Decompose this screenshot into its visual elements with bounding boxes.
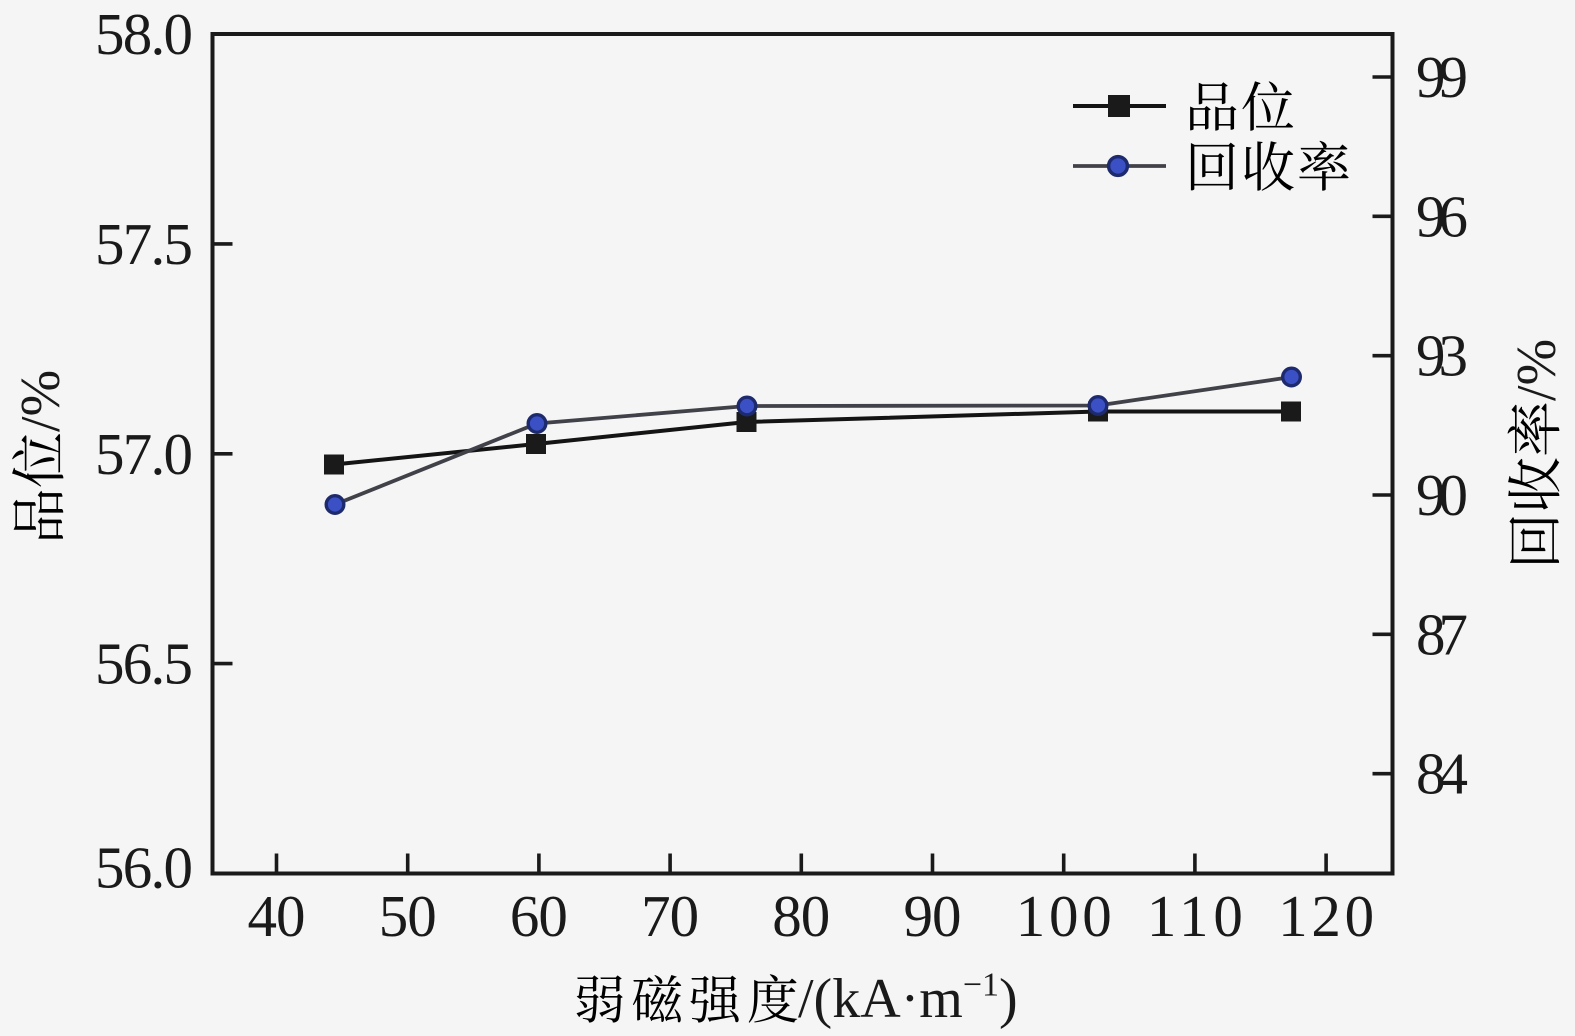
svg-text:57.5: 57.5 xyxy=(95,211,193,277)
svg-text:93: 93 xyxy=(1416,323,1468,389)
svg-text:57.0: 57.0 xyxy=(95,421,193,487)
svg-text:110: 110 xyxy=(1147,883,1243,949)
svg-text:/(kA·m−1): /(kA·m−1) xyxy=(798,967,1018,1031)
svg-text:100: 100 xyxy=(1016,883,1112,949)
svg-text:90: 90 xyxy=(904,883,962,949)
svg-text:40: 40 xyxy=(248,883,306,949)
svg-text:90: 90 xyxy=(1416,462,1468,528)
svg-text:/%: /% xyxy=(10,370,72,432)
svg-text:87: 87 xyxy=(1416,601,1468,667)
svg-text:120: 120 xyxy=(1278,883,1374,949)
svg-text:84: 84 xyxy=(1416,741,1468,807)
svg-text:96: 96 xyxy=(1416,183,1468,249)
svg-text:50: 50 xyxy=(379,883,437,949)
svg-text:70: 70 xyxy=(641,883,699,949)
svg-text:99: 99 xyxy=(1416,44,1468,110)
svg-text:58.0: 58.0 xyxy=(95,1,193,67)
svg-text:56.5: 56.5 xyxy=(95,631,193,697)
svg-text:80: 80 xyxy=(772,883,830,949)
svg-text:56.0: 56.0 xyxy=(95,835,193,901)
svg-text:/%: /% xyxy=(1506,339,1568,401)
svg-text:60: 60 xyxy=(510,883,568,949)
